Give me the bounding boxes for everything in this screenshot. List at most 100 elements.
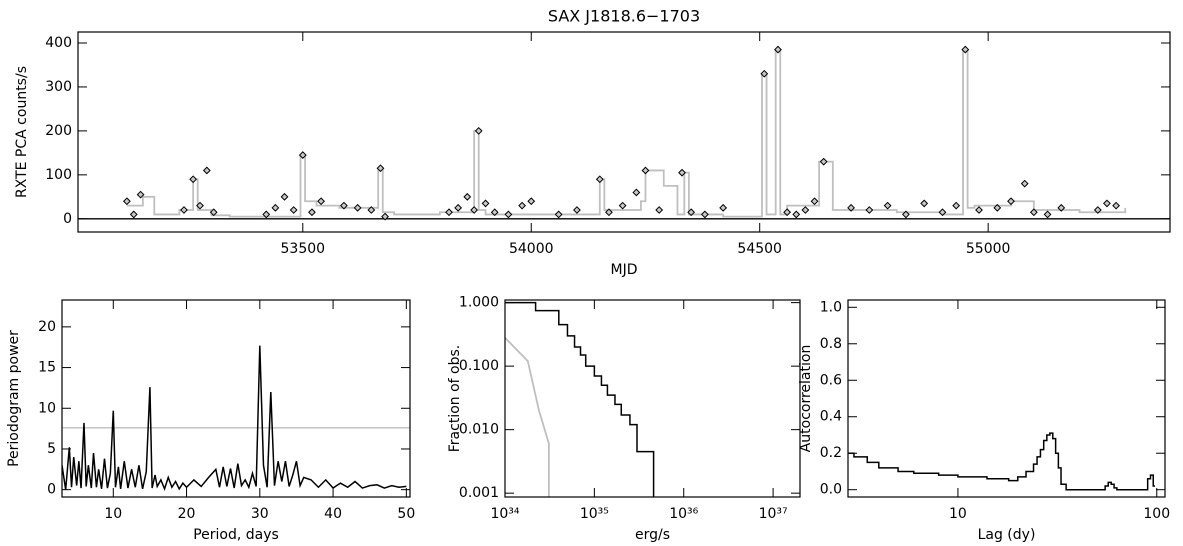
y-tick-label: 0.010 (459, 422, 499, 438)
data-point (1029, 208, 1038, 217)
data-point (655, 206, 664, 214)
x-axis-label: Lag (dy) (978, 527, 1036, 543)
y-tick-label: 0.6 (820, 372, 842, 388)
x-tick-label: 10³⁵ (580, 506, 609, 522)
data-point (554, 210, 563, 219)
data-point (1007, 197, 1015, 206)
data-point (605, 208, 613, 217)
plot-area (62, 345, 410, 492)
data-point (1103, 199, 1111, 208)
y-tick-label: 100 (45, 167, 72, 183)
data-point (573, 206, 581, 214)
x-tick-label: 54500 (737, 241, 782, 257)
x-tick-label: 30 (251, 506, 269, 522)
data-point (381, 212, 389, 221)
data-point (719, 203, 728, 212)
x-tick-label: 10 (104, 506, 122, 522)
y-tick-label: 10 (38, 400, 56, 416)
x-tick-label: 10³⁶ (669, 506, 698, 522)
data-point (308, 208, 316, 217)
data-point (700, 210, 709, 219)
x-tick-label: 10³⁷ (759, 506, 788, 522)
data-point (1043, 210, 1052, 219)
data-point (687, 208, 696, 217)
data-point (961, 45, 970, 54)
y-axis-label: RXTE PCA counts/s (14, 66, 30, 198)
panel: SAX J1818.6−1703 MJD RXTE PCA counts/s 5350… (14, 7, 1171, 278)
data-point (376, 164, 385, 173)
data-point (209, 208, 218, 217)
data-point (196, 201, 204, 210)
data-point (792, 210, 801, 219)
data-point (595, 175, 604, 184)
data-point (632, 188, 641, 197)
data-point (975, 206, 983, 214)
data-line (848, 432, 1156, 491)
chart-title: SAX J1818.6−1703 (548, 7, 700, 26)
y-tick-label: 400 (45, 35, 72, 51)
data-line (62, 345, 407, 492)
data-point (202, 166, 211, 175)
y-tick-label: 5 (47, 441, 56, 457)
panel: erg/s Fraction of obs. 10³⁴ 10³⁵ 10³⁶ 10³⁷ 0.0… (447, 295, 801, 543)
x-tick-label: 55000 (966, 241, 1011, 257)
data-point (289, 206, 298, 214)
panel: Lag (dy) Autocorrelation 10 100 0.0 0.2 0.4 0.6… (798, 299, 1170, 543)
data-point (445, 208, 453, 217)
plot-area (848, 432, 1156, 491)
data-point (774, 45, 782, 54)
data-point (490, 208, 499, 217)
data-point (353, 203, 362, 212)
y-tick-label: 0 (47, 482, 56, 498)
y-tick-label: 0.0 (820, 482, 842, 498)
data-point (952, 201, 961, 210)
x-tick-label: 54000 (509, 241, 554, 257)
y-tick-label: 0.001 (459, 485, 499, 501)
data-point (481, 199, 490, 208)
y-tick-label: 20 (38, 319, 56, 335)
x-axis-label: erg/s (635, 527, 670, 543)
data-point (189, 175, 198, 184)
data-point (271, 203, 280, 212)
data-point (993, 203, 1002, 212)
y-tick-label: 0.8 (820, 336, 842, 352)
y-axis-label: Autocorrelation (798, 345, 814, 453)
panel: Period, days Periodogram power 10 20 30 40 50 0… (6, 299, 415, 543)
data-point (1112, 201, 1120, 210)
data-point (367, 206, 376, 214)
data-point (883, 201, 892, 210)
data-point (760, 69, 769, 78)
data-point (1057, 203, 1066, 212)
x-tick-label: 10³⁴ (490, 506, 519, 522)
data-point (819, 157, 828, 166)
data-point (920, 199, 929, 208)
data-point (1020, 179, 1029, 188)
data-line (505, 337, 550, 497)
data-point (317, 197, 325, 206)
x-tick-label: 50 (397, 506, 415, 522)
x-tick-label: 10 (949, 506, 967, 522)
data-point (641, 166, 650, 175)
data-point (783, 208, 792, 217)
data-point (938, 208, 947, 217)
axes-frame (77, 31, 1171, 233)
axes-frame (504, 299, 801, 498)
data-point (298, 151, 307, 159)
y-tick-label: 0 (63, 211, 72, 227)
y-tick-label: 200 (45, 123, 72, 139)
data-point (340, 201, 348, 210)
data-point (474, 126, 483, 135)
y-tick-label: 0.100 (459, 358, 499, 374)
data-point (865, 206, 874, 214)
data-point (470, 206, 479, 214)
x-tick-label: 20 (178, 506, 196, 522)
x-axis-label: MJD (611, 262, 638, 278)
y-tick-label: 1.000 (459, 295, 499, 311)
y-tick-label: 300 (45, 79, 72, 95)
data-point (280, 192, 289, 201)
x-axis-label: Period, days (193, 527, 279, 543)
data-point (180, 206, 188, 214)
data-point (847, 203, 855, 212)
y-tick-label: 0.2 (820, 445, 842, 461)
